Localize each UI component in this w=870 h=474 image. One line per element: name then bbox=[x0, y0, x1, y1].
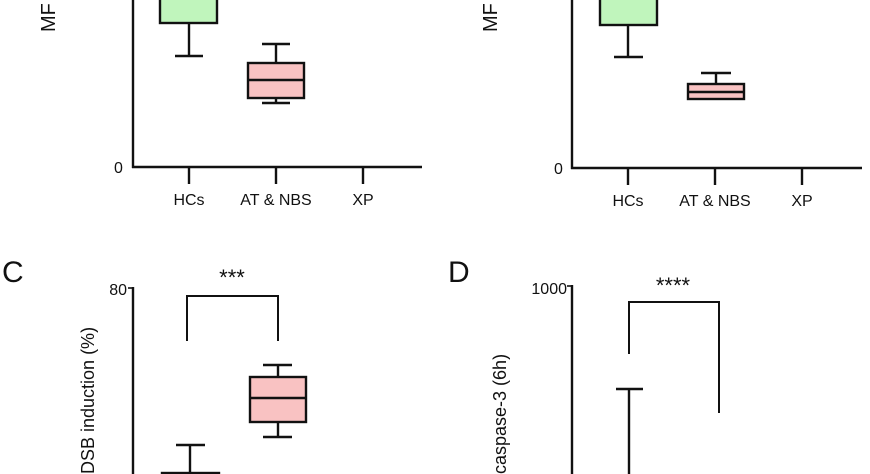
y-axis-label: caspase-3 (6h) bbox=[490, 354, 510, 474]
box-hcs bbox=[598, 0, 659, 27]
significance-bracket bbox=[628, 301, 720, 413]
x-tick-label: HCs bbox=[612, 193, 643, 210]
y-tick-label: 80 bbox=[109, 282, 127, 299]
panel-a: MF 0 HCs AT & NBS XP bbox=[38, 0, 422, 209]
x-tick-label: HCs bbox=[173, 192, 204, 209]
significance-bracket bbox=[186, 295, 279, 341]
y-axis-label: MF bbox=[38, 3, 60, 32]
box-hcs bbox=[158, 0, 219, 25]
panel-label: D bbox=[448, 256, 470, 289]
significance-label: *** bbox=[219, 265, 245, 290]
x-tick-label: AT & NBS bbox=[679, 193, 750, 210]
panel-d: D caspase-3 (6h) 1000 **** bbox=[448, 256, 720, 474]
y-axis-label: MF bbox=[480, 3, 502, 32]
y-tick-label: 0 bbox=[114, 160, 123, 177]
panel-b: MF 0 HCs AT & NBS XP bbox=[480, 0, 862, 210]
y-tick-label: 1000 bbox=[531, 281, 567, 298]
significance-label: **** bbox=[656, 273, 691, 298]
x-tick-label: XP bbox=[352, 192, 373, 209]
box-at-nbs bbox=[248, 375, 308, 424]
x-tick-label: XP bbox=[791, 193, 812, 210]
y-axis-label: DSB induction (%) bbox=[78, 327, 98, 474]
panel-c: C DSB induction (%) 80 *** bbox=[2, 256, 308, 474]
panel-label: C bbox=[2, 256, 24, 289]
x-tick-label: AT & NBS bbox=[240, 192, 311, 209]
y-tick-label: 0 bbox=[554, 161, 563, 178]
